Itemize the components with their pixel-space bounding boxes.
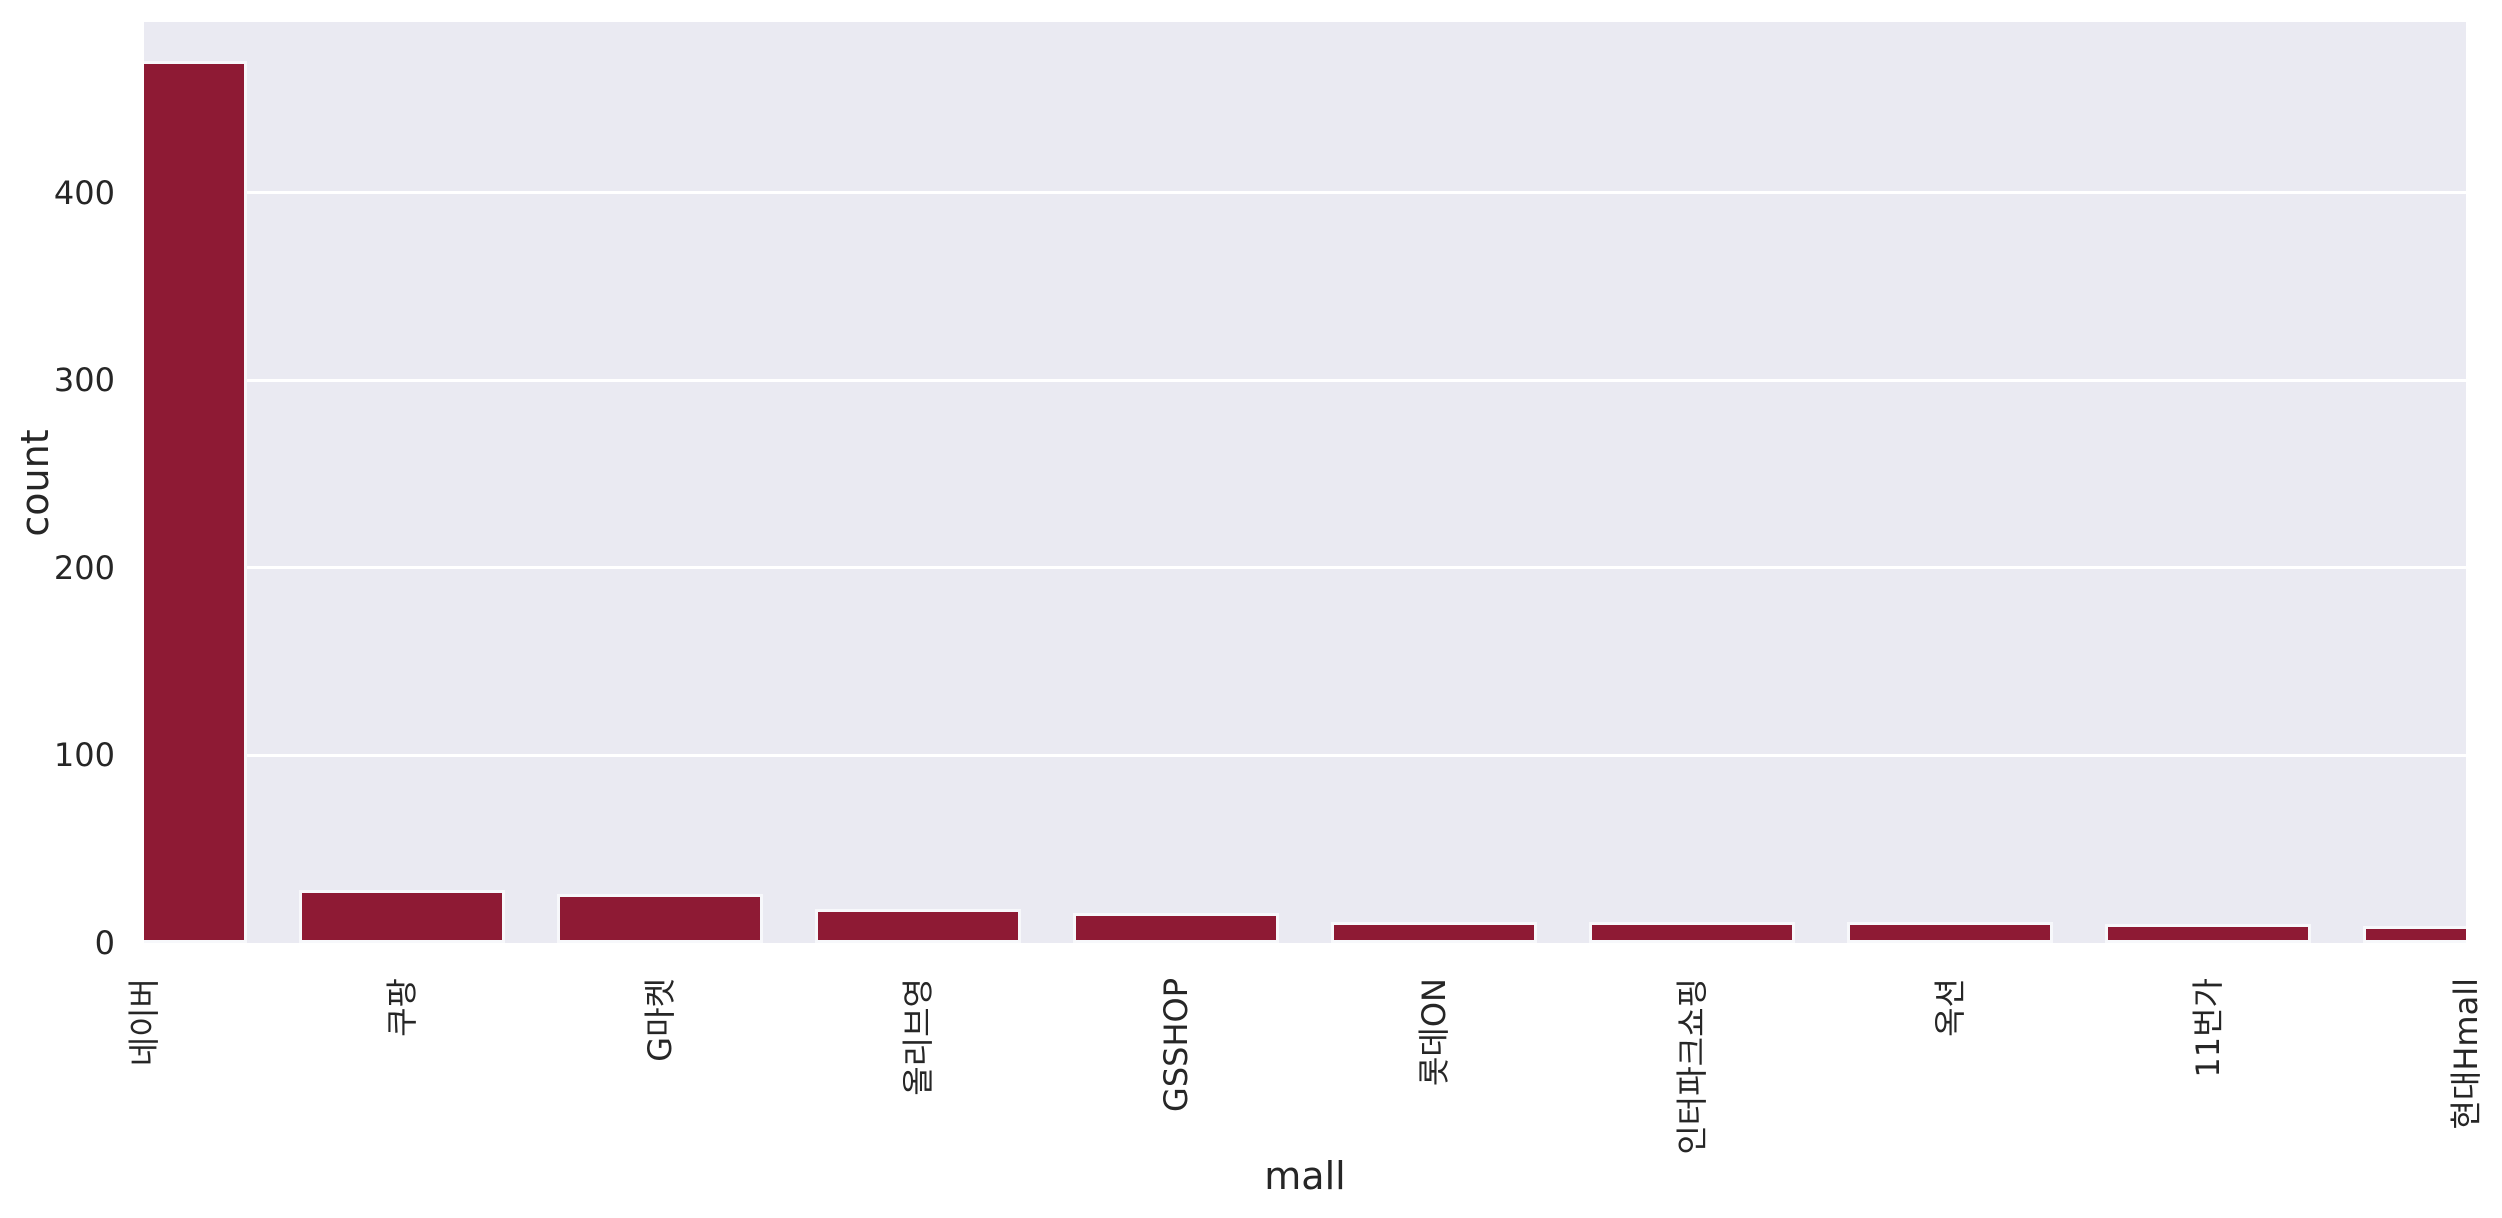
bar-옥션 xyxy=(1847,922,2053,943)
gridline-y-400 xyxy=(144,191,2466,195)
bar-올리브영 xyxy=(815,909,1021,943)
x-tick-label-현대Hmall: 현대Hmall xyxy=(2447,978,2485,1130)
x-tick-label-롯데ON: 롯데ON xyxy=(1415,978,1453,1087)
y-tick-label-100: 100 xyxy=(53,736,115,775)
x-tick-label-쿠팡: 쿠팡 xyxy=(383,978,421,1037)
gridline-y-200 xyxy=(144,566,2466,570)
x-axis-title: mall xyxy=(1264,1154,1346,1198)
x-tick-label-인터파크쇼핑: 인터파크쇼핑 xyxy=(1673,978,1711,1155)
y-tick-label-0: 0 xyxy=(94,924,115,962)
x-tick-label-11번가: 11번가 xyxy=(2189,978,2227,1078)
x-tick-label-G마켓: G마켓 xyxy=(641,978,679,1062)
bar-인터파크쇼핑 xyxy=(1589,922,1795,943)
bar-쿠팡 xyxy=(299,890,505,943)
x-tick-label-GSSHOP: GSSHOP xyxy=(1157,978,1195,1112)
bar-현대Hmall xyxy=(2363,926,2466,943)
gridline-y-300 xyxy=(144,378,2466,382)
bar-네이버 xyxy=(144,61,247,943)
x-tick-label-네이버: 네이버 xyxy=(125,978,163,1067)
y-tick-label-400: 400 xyxy=(53,173,115,212)
x-tick-label-옥션: 옥션 xyxy=(1931,978,1969,1037)
x-tick-label-올리브영: 올리브영 xyxy=(899,978,937,1096)
bar-G마켓 xyxy=(557,894,763,943)
bar-11번가 xyxy=(2105,924,2311,943)
bar-GSSHOP xyxy=(1073,913,1279,943)
y-tick-label-300: 300 xyxy=(53,361,115,400)
y-tick-label-200: 200 xyxy=(53,548,115,587)
gridline-y-100 xyxy=(144,753,2466,757)
y-axis-title: count xyxy=(13,429,57,537)
plot-area xyxy=(144,22,2466,943)
bar-롯데ON xyxy=(1331,922,1537,943)
